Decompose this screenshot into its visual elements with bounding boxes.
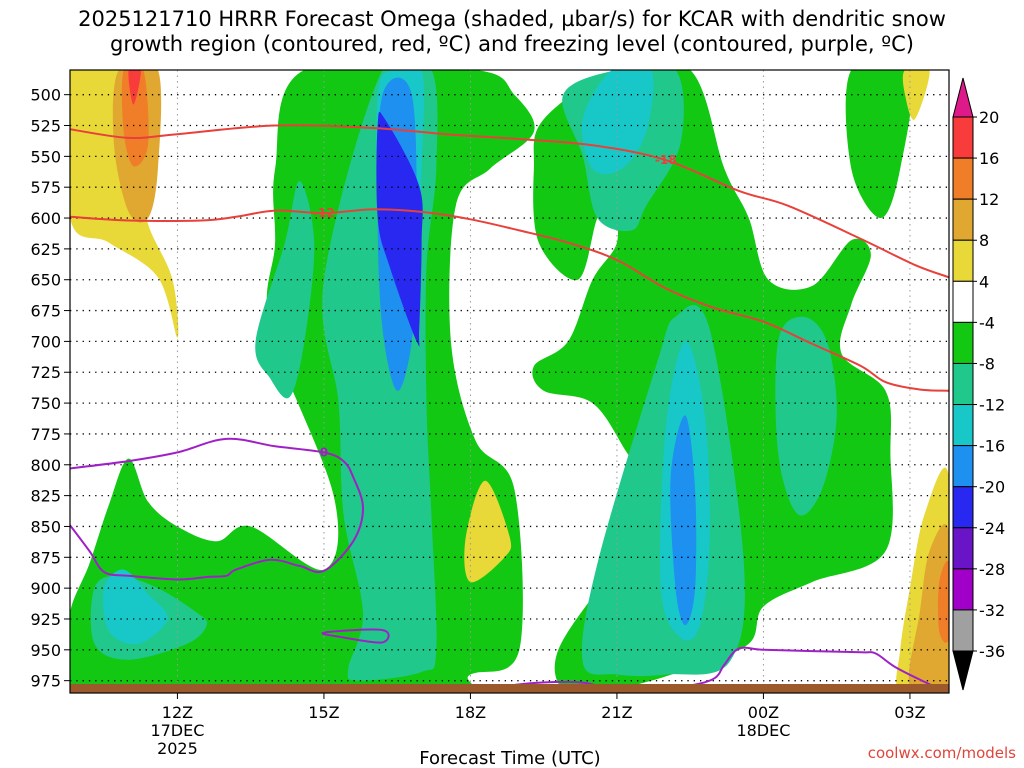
x-tick-label: 17DEC — [150, 721, 204, 740]
omega-region-neg20 — [376, 111, 423, 347]
x-tick-label: 15Z — [308, 703, 339, 722]
omega-region-neg12 — [582, 70, 654, 175]
y-tick-label: 575 — [30, 178, 61, 197]
y-tick-label: 650 — [30, 271, 61, 290]
colorbar-swatch — [952, 404, 974, 447]
colorbar-label: -16 — [979, 437, 1005, 456]
y-tick-label: 525 — [30, 117, 61, 136]
plot-frame — [69, 69, 950, 694]
y-tick-label: 700 — [30, 332, 61, 351]
x-tick-label: 21Z — [601, 703, 632, 722]
x-tick-label: 00Z — [748, 703, 779, 722]
dendritic-contour-line — [70, 124, 949, 279]
colorbar-label: 12 — [979, 190, 999, 209]
colorbar-swatch — [952, 445, 974, 488]
y-tick-label: 775 — [30, 425, 61, 444]
colorbar-swatch — [952, 362, 974, 406]
omega-region-20 — [128, 70, 141, 105]
colorbar-swatch — [952, 486, 974, 529]
contour-label: 0 — [320, 445, 328, 459]
freezing-level-contour — [321, 628, 390, 644]
y-tick-label: 750 — [30, 394, 61, 413]
colorbar-swatch — [952, 280, 974, 323]
colorbar-label: -8 — [979, 354, 995, 373]
colorbar-swatch — [952, 609, 974, 652]
freezing-level-contour — [641, 646, 949, 693]
y-tick-label: 925 — [30, 610, 61, 629]
omega-region-neg12 — [103, 569, 168, 645]
omega-region-16 — [938, 560, 949, 643]
y-tick-label: 850 — [30, 517, 61, 536]
colorbar-label: -12 — [979, 396, 1005, 415]
contour-layer: -18 -12 0 — [70, 124, 949, 693]
y-tick-label: 725 — [30, 363, 61, 382]
y-tick-label: 550 — [30, 147, 61, 166]
y-tick-label: 950 — [30, 641, 61, 660]
ground-strip — [70, 684, 949, 693]
chart-title-line1: 2025121710 HRRR Forecast Omega (shaded, … — [78, 7, 946, 31]
y-tick-label: 500 — [30, 86, 61, 105]
omega-region-neg8 — [255, 181, 315, 399]
x-tick-label: 18Z — [455, 703, 486, 722]
colorbar-top-arrow — [952, 77, 974, 118]
colorbar-swatch — [952, 568, 974, 611]
colorbar-label: 16 — [979, 149, 999, 168]
colorbar-label: -20 — [979, 478, 1005, 497]
omega-region-neg16 — [670, 415, 697, 626]
omega-region-16 — [121, 70, 149, 167]
colorbar-label: -36 — [979, 642, 1005, 661]
omega-region-neg8 — [775, 316, 837, 516]
chart-title-line2: growth region (contoured, red, ºC) and f… — [110, 32, 914, 56]
y-tick-label: 600 — [30, 209, 61, 228]
omega-shading-layer — [70, 70, 949, 693]
y-tick-label: 875 — [30, 548, 61, 567]
omega-region-8 — [70, 70, 179, 338]
y-tick-label: 800 — [30, 456, 61, 475]
colorbar-swatch — [952, 198, 974, 241]
colorbar-swatch — [952, 527, 974, 570]
colorbar-swatch — [952, 239, 974, 282]
omega-region-12 — [908, 524, 949, 693]
colorbar-label: -32 — [979, 601, 1005, 620]
x-axis-title: Forecast Time (UTC) — [419, 748, 600, 768]
x-tick-label: 18DEC — [736, 721, 790, 740]
contour-label: -18 — [655, 153, 677, 167]
colorbar-label: -28 — [979, 560, 1005, 579]
colorbar-label: 4 — [979, 272, 989, 291]
x-tick-label: 12Z — [162, 703, 193, 722]
colorbar-swatch — [952, 321, 974, 364]
colorbar-swatch — [952, 116, 974, 159]
colorbar-label: -24 — [979, 519, 1005, 538]
y-tick-label: 675 — [30, 302, 61, 321]
dendritic-contour-line — [70, 208, 949, 392]
y-tick-label: 900 — [30, 579, 61, 598]
colorbar-label: -4 — [979, 313, 995, 332]
x-tick-label: 03Z — [894, 703, 925, 722]
omega-region-neg4 — [845, 70, 913, 218]
y-axis: 500 525 550 575 600 625 650 675 700 725 750 775 800 8… — [30, 86, 70, 691]
colorbar-swatch — [952, 157, 974, 200]
y-tick-label: 625 — [30, 240, 61, 259]
colorbar-label: 8 — [979, 231, 989, 250]
colorbar-bottom-arrow — [952, 650, 974, 691]
x-tick-label: 2025 — [157, 739, 198, 758]
colorbar-label: 20 — [979, 108, 999, 127]
y-tick-label: 825 — [30, 487, 61, 506]
y-tick-label: 975 — [30, 672, 61, 691]
credit-text: coolwx.com/models — [868, 744, 1016, 762]
freezing-level-contour — [70, 437, 365, 581]
contour-label: -12 — [313, 206, 335, 220]
colorbar: 20 16 12 8 4 -4 -8 -12 -16 -20 -24 -28 -32 -36 — [952, 77, 1005, 691]
